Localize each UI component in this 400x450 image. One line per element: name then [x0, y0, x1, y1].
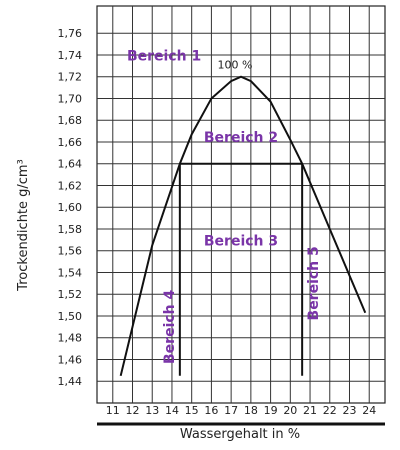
y-tick-label: 1,50 — [58, 310, 83, 323]
x-tick-label: 20 — [283, 404, 297, 417]
x-tick-label: 13 — [145, 404, 159, 417]
y-tick-label: 1,74 — [58, 49, 83, 62]
y-tick-label: 1,68 — [58, 114, 83, 127]
x-tick-label: 23 — [342, 404, 356, 417]
compaction-curve — [119, 75, 367, 377]
x-tick-label: 18 — [244, 404, 258, 417]
y-tick-label: 1,62 — [58, 179, 83, 192]
plot-border — [96, 5, 386, 404]
x-tick-label: 16 — [204, 404, 218, 417]
peak-label: 100 % — [218, 59, 253, 72]
y-tick-label: 1,44 — [58, 375, 83, 388]
y-axis-label: Trockendichte g/cm³ — [16, 159, 31, 292]
y-tick-label: 1,76 — [58, 27, 83, 40]
x-tick-label: 14 — [165, 404, 179, 417]
y-tick-label: 1,54 — [58, 266, 83, 279]
y-tick-label: 1,58 — [58, 223, 83, 236]
y-tick-label: 1,52 — [58, 288, 83, 301]
grid — [96, 5, 386, 426]
x-tick-label: 11 — [106, 404, 120, 417]
y-tick-label: 1,48 — [58, 332, 83, 345]
x-tick-label: 12 — [126, 404, 140, 417]
x-tick-label: 15 — [185, 404, 199, 417]
x-tick-label: 21 — [303, 404, 317, 417]
annotations: Bereich 1 Bereich 2 Bereich 3 Bereich 4 Bere… — [127, 48, 322, 376]
x-tick-label: 19 — [264, 404, 278, 417]
x-tick-labels: 11 12 13 14 15 16 17 18 19 20 21 22 23 24 — [106, 404, 376, 417]
region-label-2: Bereich 2 — [204, 130, 278, 146]
y-tick-label: 1,66 — [58, 136, 83, 149]
region-label-4: Bereich 4 — [162, 289, 178, 364]
curve-layer — [119, 75, 367, 377]
x-tick-label: 24 — [362, 404, 376, 417]
region-label-1: Bereich 1 — [127, 48, 201, 64]
y-tick-label: 1,60 — [58, 201, 83, 214]
region-label-3: Bereich 3 — [204, 233, 278, 249]
x-tick-label: 17 — [224, 404, 238, 417]
y-tick-label: 1,56 — [58, 245, 83, 258]
y-tick-labels: 1,76 1,74 1,72 1,70 1,68 1,66 1,64 1,62 1,60 1,58… — [58, 27, 83, 388]
x-axis-label: Wassergehalt in % — [180, 427, 300, 442]
y-tick-label: 1,70 — [58, 92, 83, 105]
region-label-5: Bereich 5 — [306, 246, 322, 320]
y-tick-label: 1,72 — [58, 71, 83, 84]
x-tick-label: 22 — [323, 404, 337, 417]
y-tick-label: 1,64 — [58, 158, 83, 171]
y-tick-label: 1,46 — [58, 353, 83, 366]
